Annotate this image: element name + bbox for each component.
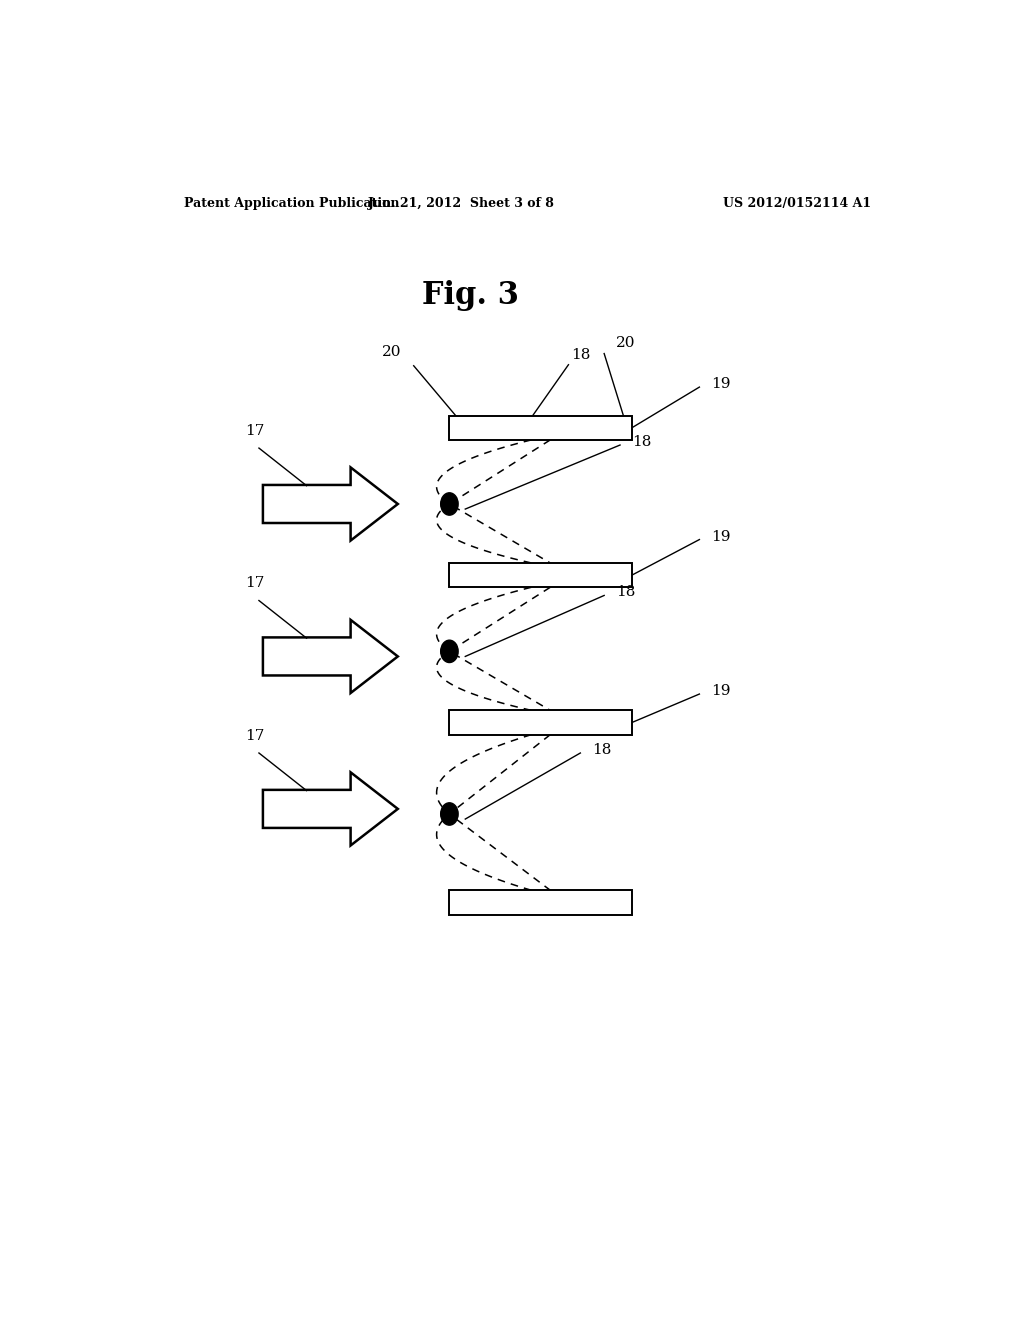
Text: Fig. 3: Fig. 3 <box>422 280 518 312</box>
Bar <box>450 416 632 440</box>
Bar <box>450 710 632 735</box>
Text: 19: 19 <box>712 529 731 544</box>
Text: 18: 18 <box>632 436 651 449</box>
Text: 18: 18 <box>616 585 636 599</box>
Text: 19: 19 <box>712 378 731 391</box>
Text: 17: 17 <box>246 729 264 743</box>
Text: 17: 17 <box>246 577 264 590</box>
Text: Jun. 21, 2012  Sheet 3 of 8: Jun. 21, 2012 Sheet 3 of 8 <box>368 197 555 210</box>
Text: 19: 19 <box>712 684 731 698</box>
Bar <box>450 562 632 587</box>
Text: US 2012/0152114 A1: US 2012/0152114 A1 <box>723 197 871 210</box>
Text: 20: 20 <box>616 337 636 351</box>
Circle shape <box>440 640 458 663</box>
Text: 18: 18 <box>570 347 590 362</box>
Text: 18: 18 <box>592 743 611 756</box>
Text: Patent Application Publication: Patent Application Publication <box>183 197 399 210</box>
Circle shape <box>440 803 458 825</box>
Text: 20: 20 <box>382 345 401 359</box>
Circle shape <box>440 492 458 515</box>
Text: 17: 17 <box>246 424 264 438</box>
Bar <box>450 890 632 915</box>
